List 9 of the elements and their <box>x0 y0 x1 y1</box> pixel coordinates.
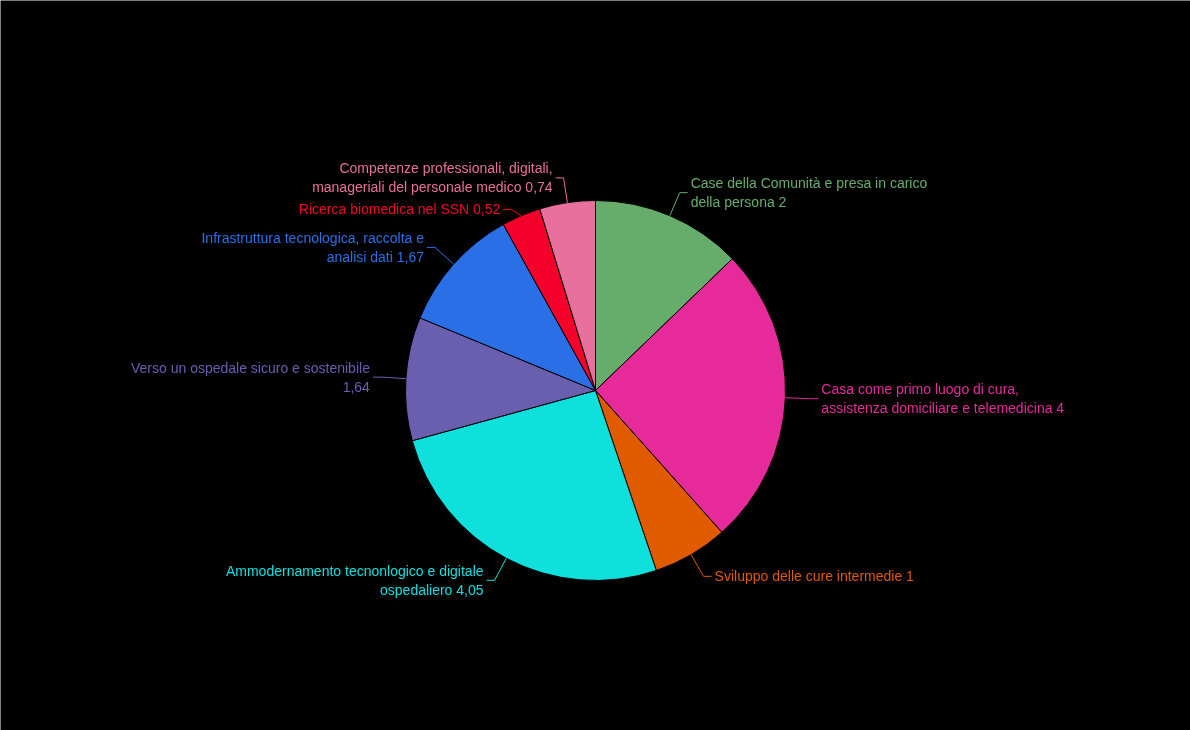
slice-label: Sviluppo delle cure intermedie 1 <box>714 568 915 585</box>
slice-label: Case della Comunità e presa in carico della persona 2 <box>690 175 928 211</box>
slice-label: Ricerca biomedica nel SSN 0,52 <box>298 201 501 218</box>
slice-label: Casa come primo luogo di cura, assistenza domiciliare e telemedicina 4 <box>821 381 1065 417</box>
slice-label: Competenze professionali, digitali, manageriali del personale medico 0,74 <box>312 160 553 196</box>
slice-label: Infrastruttura tecnologica, raccolta e analisi dati 1,67 <box>201 229 425 266</box>
slice-label: Verso un ospedale sicuro e sostenibile <box>130 359 371 376</box>
slice-label: Ammodernamento tecnonlogico e digitale ospedaliero 4,05 <box>225 562 484 598</box>
data-label: 1,64 <box>342 378 371 395</box>
